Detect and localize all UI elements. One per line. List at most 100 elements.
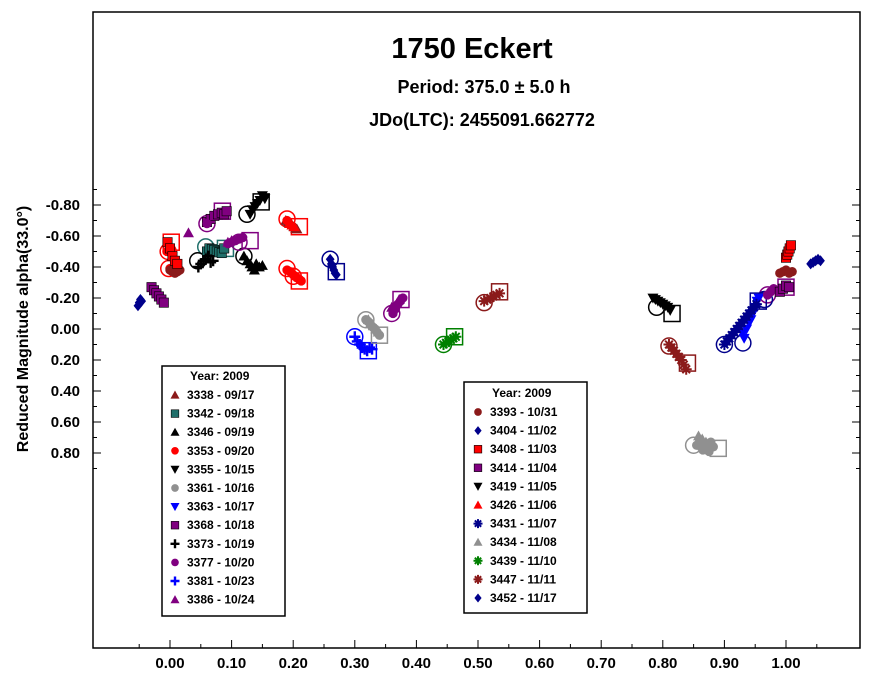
open-circle-marker [475, 293, 493, 312]
legend-left: Year: 2009 3338 - 09/17 3342 - 09/18 3346 … [161, 365, 286, 617]
legend-label: 3439 - 11/10 [490, 554, 557, 568]
legend-label: 3361 - 10/16 [187, 481, 255, 495]
series-3452 [806, 253, 825, 270]
series-3346 [238, 250, 268, 275]
y-axis-label: Reduced Magnitude alpha(33.0°) [15, 206, 32, 452]
data-point [172, 258, 183, 269]
x-tick-label: 0.70 [587, 655, 616, 672]
data-point [366, 343, 378, 355]
legend-label: 3386 - 10/24 [187, 593, 255, 607]
series-3355 [647, 293, 676, 316]
y-tick-label: -0.80 [46, 197, 80, 214]
legend-marker [473, 574, 483, 584]
data-point [787, 266, 797, 277]
legend-label: 3452 - 11/17 [490, 591, 557, 605]
legend-label: 3393 - 10/31 [490, 405, 558, 419]
x-tick-label: 0.00 [155, 655, 184, 672]
open-square-marker [359, 341, 378, 360]
series-3439 [438, 331, 462, 350]
data-point [738, 333, 750, 344]
legend-marker [171, 446, 179, 455]
x-tick-label: 0.50 [463, 655, 492, 672]
chart-title: 1750 Eckert [391, 33, 553, 65]
data-point [221, 206, 232, 217]
legend-marker [473, 463, 483, 472]
open-markers-layer [159, 193, 795, 458]
series-3373 [192, 250, 219, 273]
open-square-marker [490, 283, 509, 301]
series-3381 [349, 331, 378, 357]
legend-center-header: Year: 2009 [492, 386, 552, 400]
open-circle-marker [238, 205, 256, 224]
y-tick-label: -0.60 [46, 228, 80, 245]
legend-marker [170, 409, 180, 418]
y-tick-label: 0.00 [51, 321, 80, 338]
legend-marker [473, 445, 483, 454]
data-point [256, 259, 268, 270]
data-point [478, 295, 490, 307]
y-tick-label: 0.60 [51, 414, 80, 431]
legend-label: 3368 - 10/18 [187, 518, 255, 532]
legend-label: 3342 - 09/18 [187, 407, 255, 421]
legend-label: 3419 - 11/05 [490, 479, 557, 493]
data-point [664, 306, 676, 316]
series-3386 [182, 227, 405, 312]
legend-label: 3447 - 11/11 [490, 572, 556, 586]
data-point [296, 276, 306, 286]
legend-label: 3408 - 11/03 [490, 442, 557, 456]
legend-label: 3404 - 11/02 [490, 424, 557, 438]
data-point [708, 442, 718, 452]
data-point [487, 290, 499, 302]
x-axis-ticks: 0.00 0.10 0.20 0.30 0.40 0.50 0.60 0.70 0.80 0.90… [138, 640, 818, 672]
series-3419 [244, 191, 271, 220]
data-point [490, 289, 502, 301]
y-tick-label: 0.80 [51, 445, 80, 462]
legend-marker [473, 519, 483, 529]
series-3434 [362, 314, 712, 447]
legend-marker [170, 503, 180, 512]
legend-marker [473, 556, 483, 566]
legend-label: 3434 - 11/08 [490, 535, 557, 549]
data-point [226, 235, 238, 246]
series-3408 [162, 237, 796, 269]
legend-label: 3377 - 10/20 [187, 555, 255, 569]
series-3414 [146, 280, 795, 308]
legend-label: 3426 - 11/06 [490, 498, 557, 512]
data-point [675, 354, 687, 366]
legend-marker [170, 427, 180, 436]
legend-marker [473, 537, 483, 546]
data-point [386, 301, 398, 312]
y-tick-label: -0.40 [46, 259, 80, 276]
open-circle-marker [357, 310, 375, 329]
y-tick-label: 0.40 [51, 383, 80, 400]
open-square-marker [663, 304, 681, 323]
legend-left-box [161, 365, 286, 617]
data-point [750, 298, 762, 310]
data-point [372, 326, 384, 337]
legend-marker [474, 593, 482, 603]
data-point [753, 293, 765, 304]
y-tick-label: -0.20 [46, 290, 80, 307]
legend-label: 3355 - 10/15 [187, 462, 255, 476]
y-axis-ticks: -0.80 -0.60 -0.40 -0.20 0.00 0.20 0.40 0.60 0.80 [46, 189, 860, 469]
legend-center: Year: 2009 3393 - 10/31 3404 - 11/02 3408 … [463, 381, 588, 614]
legend-marker [170, 521, 180, 530]
x-tick-label: 0.30 [340, 655, 369, 672]
legend-marker [170, 539, 180, 549]
legend-marker [170, 576, 180, 586]
legend-label: 3381 - 10/23 [187, 574, 255, 588]
legend-left-header: Year: 2009 [190, 369, 250, 383]
legend-marker [474, 408, 482, 416]
data-point [238, 232, 248, 243]
legend-center-box [463, 381, 588, 614]
data-point [494, 287, 506, 299]
series-3404 [133, 253, 341, 312]
open-circle-marker [660, 337, 678, 355]
legend-label: 3431 - 11/07 [490, 517, 557, 531]
x-tick-label: 1.00 [771, 655, 800, 672]
legend-marker [171, 558, 179, 567]
legend-marker [473, 500, 483, 509]
data-point [207, 255, 219, 267]
data-point [331, 269, 341, 281]
